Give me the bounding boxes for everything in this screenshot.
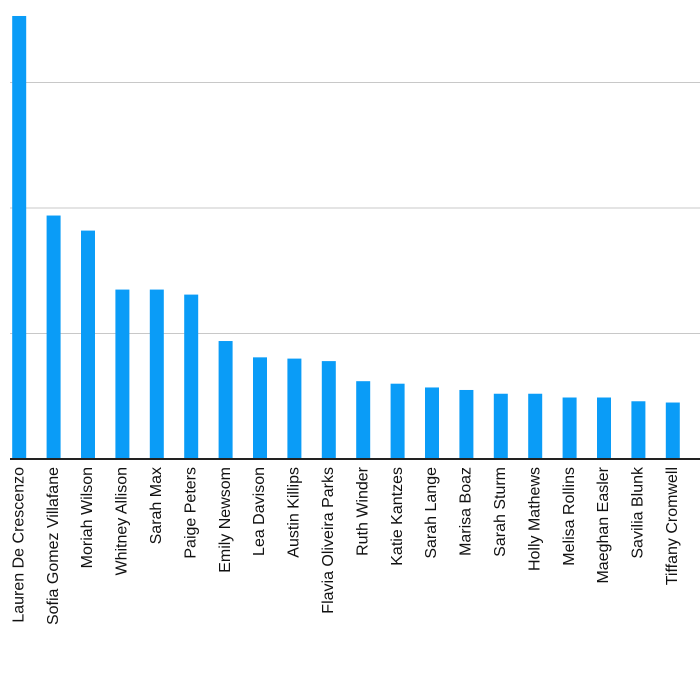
bar <box>115 289 130 459</box>
bar <box>562 397 577 459</box>
x-tick-label: Maeghan Easler <box>595 466 612 583</box>
bar <box>425 387 439 459</box>
x-tick-label: Lauren De Crescenzo <box>10 467 27 623</box>
bar <box>528 393 543 459</box>
bar <box>631 401 646 459</box>
bar <box>12 15 27 460</box>
bar <box>184 294 199 459</box>
bar <box>665 402 680 459</box>
x-tick-label: Whitney Allison <box>114 467 131 576</box>
bar <box>149 289 164 459</box>
x-tick-label: Paige Peters <box>182 467 199 559</box>
bar <box>218 341 233 459</box>
bar <box>287 358 302 459</box>
x-tick-label: Austin Killips <box>286 467 303 558</box>
bar <box>493 393 508 459</box>
x-tick-label: Sarah Max <box>148 467 165 544</box>
x-tick-label: Ruth Winder <box>354 466 371 556</box>
x-tick-label: Tiffany Cromwell <box>664 467 681 585</box>
bar <box>459 389 474 459</box>
x-tick-label: Lea Davison <box>251 467 268 556</box>
x-tick-label: Melisa Rollins <box>561 467 578 566</box>
x-tick-label: Flavia Oliveira Parks <box>320 467 337 614</box>
x-tick-label: Marisa Boaz <box>458 467 475 556</box>
bar <box>81 230 95 459</box>
bar <box>253 357 267 459</box>
x-tick-label: Emily Newsom <box>217 467 234 573</box>
x-tick-label: Savilia Blunk <box>630 466 647 559</box>
bar <box>356 381 371 459</box>
x-tick-label: Holly Mathews <box>526 467 543 571</box>
bar <box>597 397 611 459</box>
x-tick-label: Katie Kantzes <box>389 467 406 566</box>
bar <box>46 215 61 459</box>
x-tick-label: Sarah Sturm <box>492 467 509 557</box>
x-tick-label: Sofia Gomez Villafane <box>45 467 62 625</box>
bar <box>321 361 336 459</box>
bar <box>390 383 405 459</box>
x-tick-label: Sarah Lange <box>423 467 440 559</box>
x-tick-label: Moriah Wilson <box>79 467 96 568</box>
